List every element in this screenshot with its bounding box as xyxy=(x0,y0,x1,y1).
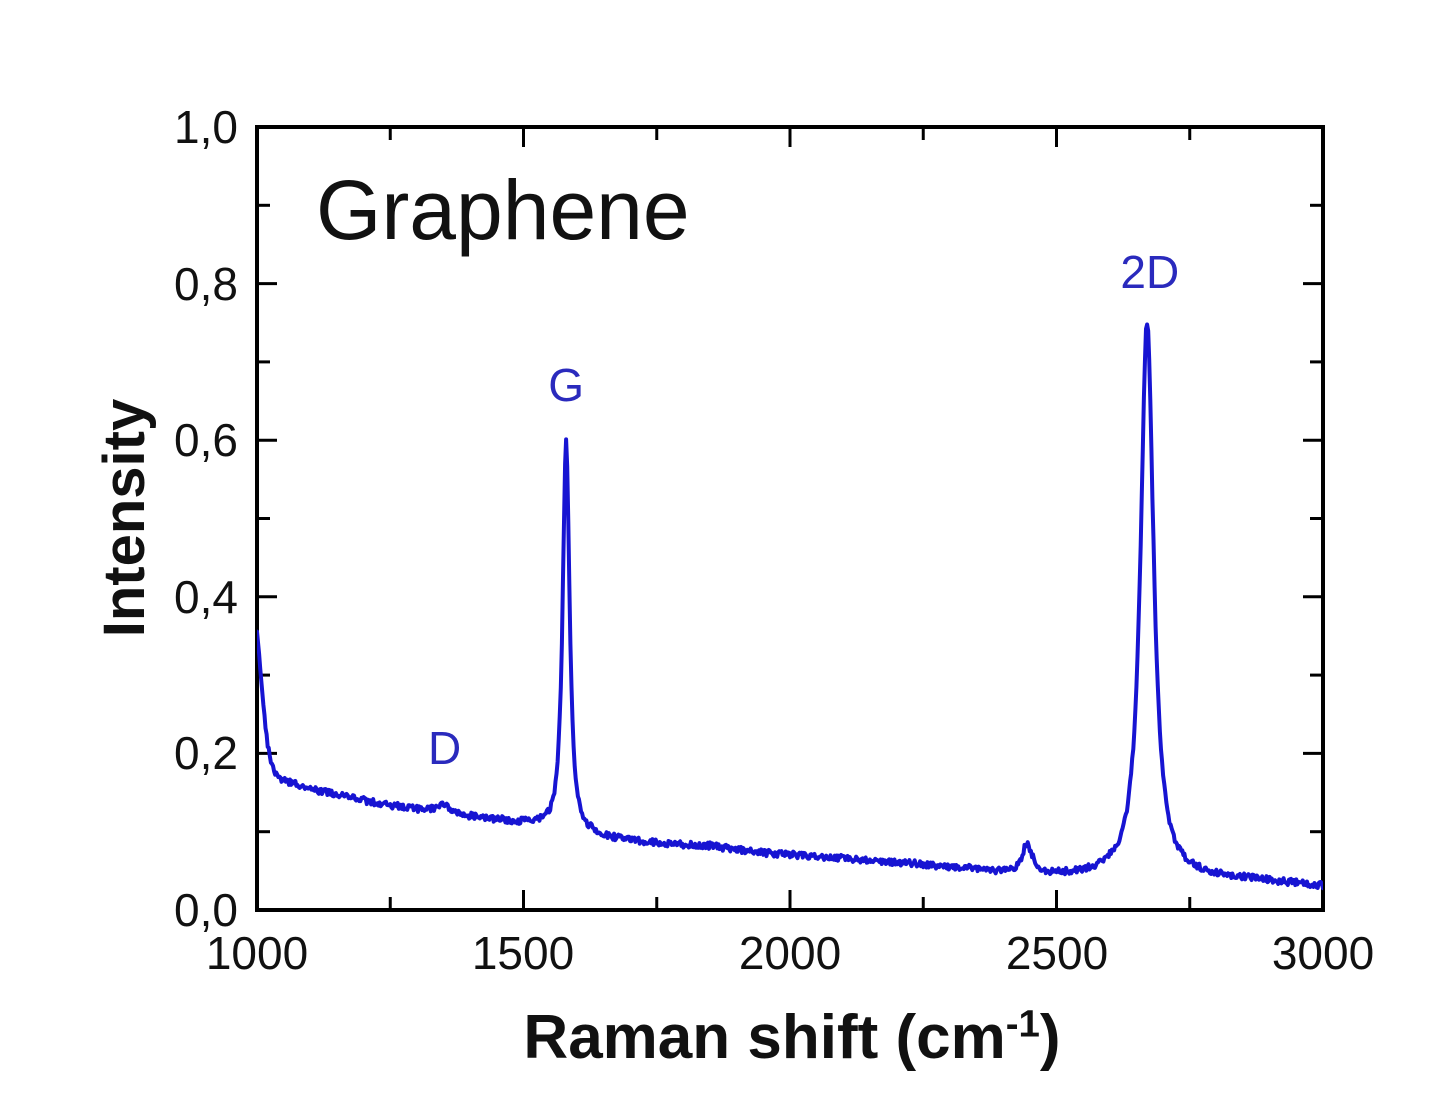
x-tick-label: 2500 xyxy=(1005,927,1109,979)
y-tick-label: 0,6 xyxy=(174,414,238,466)
axis-ticks xyxy=(255,125,1325,912)
x-tick-label: 1500 xyxy=(471,927,575,979)
x-tick-label: 1000 xyxy=(205,927,309,979)
spectrum-line xyxy=(257,322,1323,891)
x-axis-title-main: Raman shift (cm xyxy=(523,1003,1006,1072)
spectrum-series xyxy=(257,322,1323,891)
sample-title: Graphene xyxy=(316,163,690,257)
x-axis-title-superscript: -1 xyxy=(1005,1002,1040,1046)
y-tick-label: 0,2 xyxy=(174,727,238,779)
peak-label-2d: 2D xyxy=(1120,245,1180,298)
y-tick-label: 0,8 xyxy=(174,258,238,310)
x-tick-label: 2000 xyxy=(738,927,842,979)
y-tick-label: 1,0 xyxy=(174,101,238,153)
y-tick-label: 0,0 xyxy=(174,884,238,936)
y-tick-label: 0,4 xyxy=(174,571,238,623)
peak-label-g: G xyxy=(548,359,585,412)
y-axis-title: Intensity xyxy=(92,398,157,638)
peak-label-d: D xyxy=(427,721,462,774)
x-axis-title-close: ) xyxy=(1039,1003,1061,1072)
x-axis-title: Raman shift (cm-1) xyxy=(392,1002,1192,1074)
x-tick-label: 3000 xyxy=(1271,927,1375,979)
plot-border xyxy=(255,125,1325,912)
